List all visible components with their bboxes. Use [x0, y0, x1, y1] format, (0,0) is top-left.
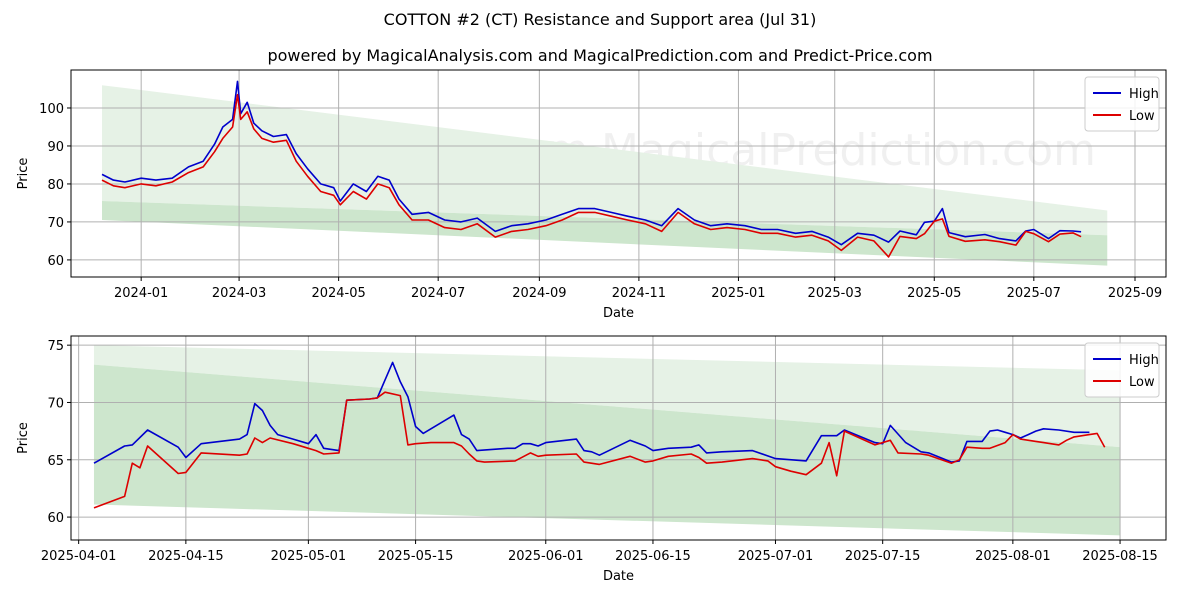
x-tick-label: 2025-07	[1007, 286, 1061, 301]
legend-label-high: High	[1129, 353, 1159, 368]
series-line-low	[93, 391, 1106, 509]
chart-panel-2: MagicalAnalysis.comMagicalPrediction.com…	[16, 335, 1167, 584]
plot-frame	[70, 335, 1167, 541]
y-axis-label: Price	[16, 422, 31, 454]
y-tick-label: 70	[47, 396, 64, 411]
resistance-band	[93, 345, 1121, 448]
x-tick-label: 2025-05	[907, 286, 961, 301]
y-tick-label: 100	[39, 102, 64, 117]
y-tick-label: 60	[47, 511, 64, 526]
x-tick-label: 2025-03	[808, 286, 862, 301]
legend-label-low: Low	[1129, 375, 1155, 390]
x-tick-label: 2025-04-15	[148, 549, 224, 564]
x-tick-label: 2025-06-01	[508, 549, 584, 564]
x-tick-label: 2025-01	[711, 286, 765, 301]
y-tick-label: 70	[47, 216, 64, 231]
legend-label-high: High	[1129, 87, 1159, 102]
x-axis-label: Date	[603, 306, 634, 321]
x-tick-label: 2025-07-01	[738, 549, 814, 564]
y-tick-label: 80	[47, 178, 64, 193]
series-line-high	[93, 361, 1090, 464]
x-axis-label: Date	[603, 569, 634, 584]
y-axis-label: Price	[16, 158, 31, 190]
series-line-low	[101, 93, 1082, 258]
y-tick-label: 90	[47, 140, 64, 155]
y-tick-label: 65	[47, 454, 64, 469]
x-tick-label: 2025-05-01	[271, 549, 347, 564]
legend-box	[1084, 76, 1160, 132]
plot-frame	[70, 69, 1167, 278]
resistance-band	[102, 85, 1108, 236]
x-tick-label: 2025-08-15	[1082, 549, 1158, 564]
x-tick-label: 2024-01	[114, 286, 168, 301]
y-tick-label: 75	[47, 339, 64, 354]
x-tick-label: 2025-06-15	[615, 549, 691, 564]
legend-label-low: Low	[1129, 109, 1155, 124]
support-band	[102, 201, 1108, 266]
y-tick-label: 60	[47, 254, 64, 269]
support-band	[93, 364, 1121, 536]
legend-box	[1084, 342, 1160, 398]
x-tick-label: 2024-03	[212, 286, 266, 301]
x-tick-label: 2024-07	[411, 286, 465, 301]
x-tick-label: 2025-09	[1108, 286, 1162, 301]
x-tick-label: 2024-05	[311, 286, 365, 301]
chart-panel-1: MagicalAnalysis.comMagicalPrediction.com…	[16, 69, 1167, 321]
series-line-high	[101, 80, 1082, 246]
chart-title: COTTON #2 (CT) Resistance and Support ar…	[383, 10, 817, 29]
x-tick-label: 2025-07-15	[845, 549, 921, 564]
x-tick-label: 2025-05-15	[378, 549, 454, 564]
x-tick-label: 2024-11	[612, 286, 666, 301]
x-tick-label: 2025-08-01	[975, 549, 1051, 564]
x-tick-label: 2024-09	[512, 286, 566, 301]
chart-subtitle: powered by MagicalAnalysis.com and Magic…	[267, 46, 933, 65]
x-tick-label: 2025-04-01	[41, 549, 117, 564]
